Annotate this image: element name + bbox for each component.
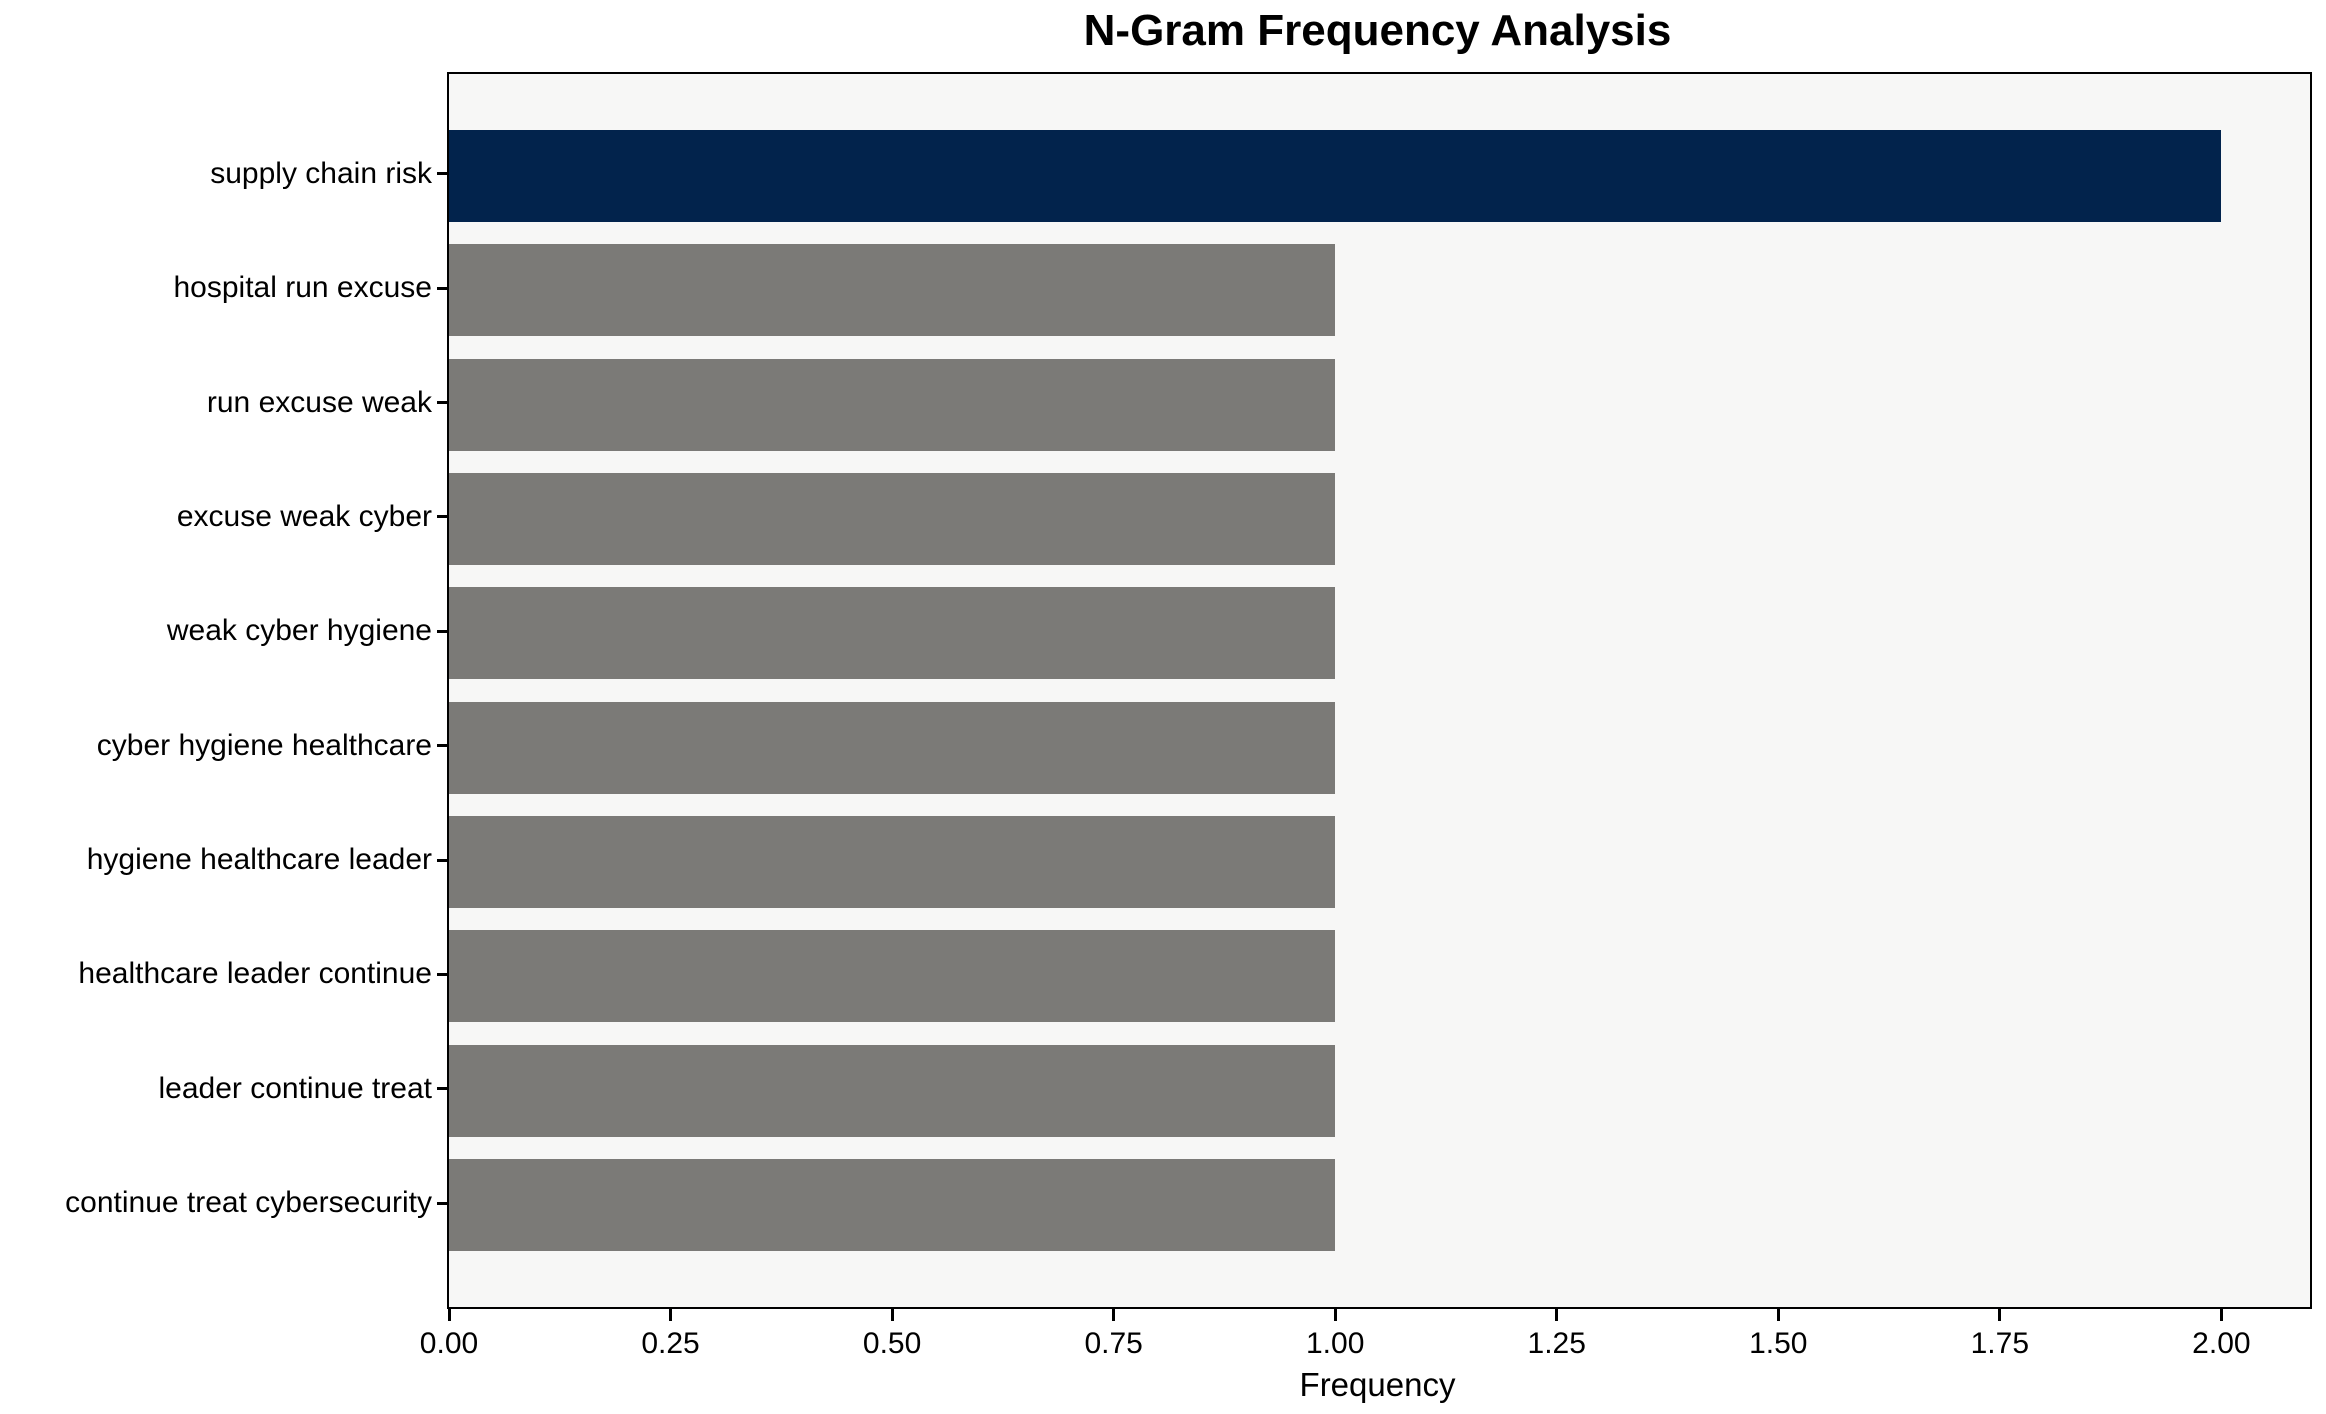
- x-tick-mark: [890, 1309, 894, 1321]
- bar-1: [449, 129, 2222, 222]
- x-tick-mark: [2219, 1309, 2223, 1321]
- y-tick-label: healthcare leader continue: [78, 957, 432, 991]
- x-tick-label: 1.50: [1749, 1327, 1808, 1360]
- x-tick-label: 0.25: [641, 1327, 700, 1360]
- x-tick-mark: [1998, 1309, 2002, 1321]
- y-tick-label: weak cyber hygiene: [166, 614, 432, 648]
- y-tick-label: run excuse weak: [206, 385, 432, 419]
- x-tick-mark: [1333, 1309, 1337, 1321]
- x-tick-label: 1.75: [1970, 1327, 2030, 1360]
- y-tick-mark: [437, 401, 449, 405]
- x-tick-mark: [1112, 1309, 1116, 1321]
- y-tick-mark: [437, 1087, 449, 1091]
- y-tick-mark: [437, 172, 449, 176]
- y-tick-mark: [437, 972, 449, 976]
- bar-5: [449, 587, 1336, 680]
- y-tick-label: excuse weak cyber: [176, 499, 432, 533]
- bar-2: [449, 244, 1336, 337]
- x-tick-label: 0.75: [1084, 1327, 1143, 1360]
- chart-title: N-Gram Frequency Analysis: [1083, 6, 1672, 55]
- y-tick-mark: [437, 515, 449, 519]
- y-tick-mark: [437, 286, 449, 290]
- y-tick-mark: [437, 1201, 449, 1205]
- x-tick-label: 0.00: [419, 1327, 479, 1360]
- x-tick-mark: [447, 1309, 451, 1321]
- x-tick-label: 1.25: [1527, 1327, 1586, 1360]
- x-tick-mark: [1776, 1309, 1780, 1321]
- bar-7: [449, 816, 1336, 909]
- y-tick-label: continue treat cybersecurity: [65, 1186, 432, 1220]
- y-tick-label: leader continue treat: [158, 1071, 432, 1105]
- y-tick-mark: [437, 629, 449, 633]
- plot-area: [447, 72, 2312, 1309]
- bar-8: [449, 930, 1336, 1023]
- y-tick-label: hospital run excuse: [173, 271, 433, 305]
- x-tick-label: 2.00: [2192, 1327, 2251, 1360]
- x-axis-label: Frequency: [1299, 1366, 1456, 1403]
- bar-4: [449, 472, 1336, 565]
- bar-10: [449, 1159, 1336, 1252]
- bar-6: [449, 701, 1336, 794]
- y-tick-label: hygiene healthcare leader: [86, 843, 432, 877]
- y-tick-mark: [437, 744, 449, 748]
- y-tick-label: cyber hygiene healthcare: [96, 728, 432, 762]
- x-tick-label: 1.00: [1305, 1327, 1365, 1360]
- bar-3: [449, 358, 1336, 451]
- x-tick-mark: [669, 1309, 673, 1321]
- y-tick-label: supply chain risk: [210, 156, 432, 190]
- x-tick-mark: [1555, 1309, 1559, 1321]
- x-tick-label: 0.50: [862, 1327, 922, 1360]
- bar-9: [449, 1044, 1336, 1137]
- y-tick-mark: [437, 858, 449, 862]
